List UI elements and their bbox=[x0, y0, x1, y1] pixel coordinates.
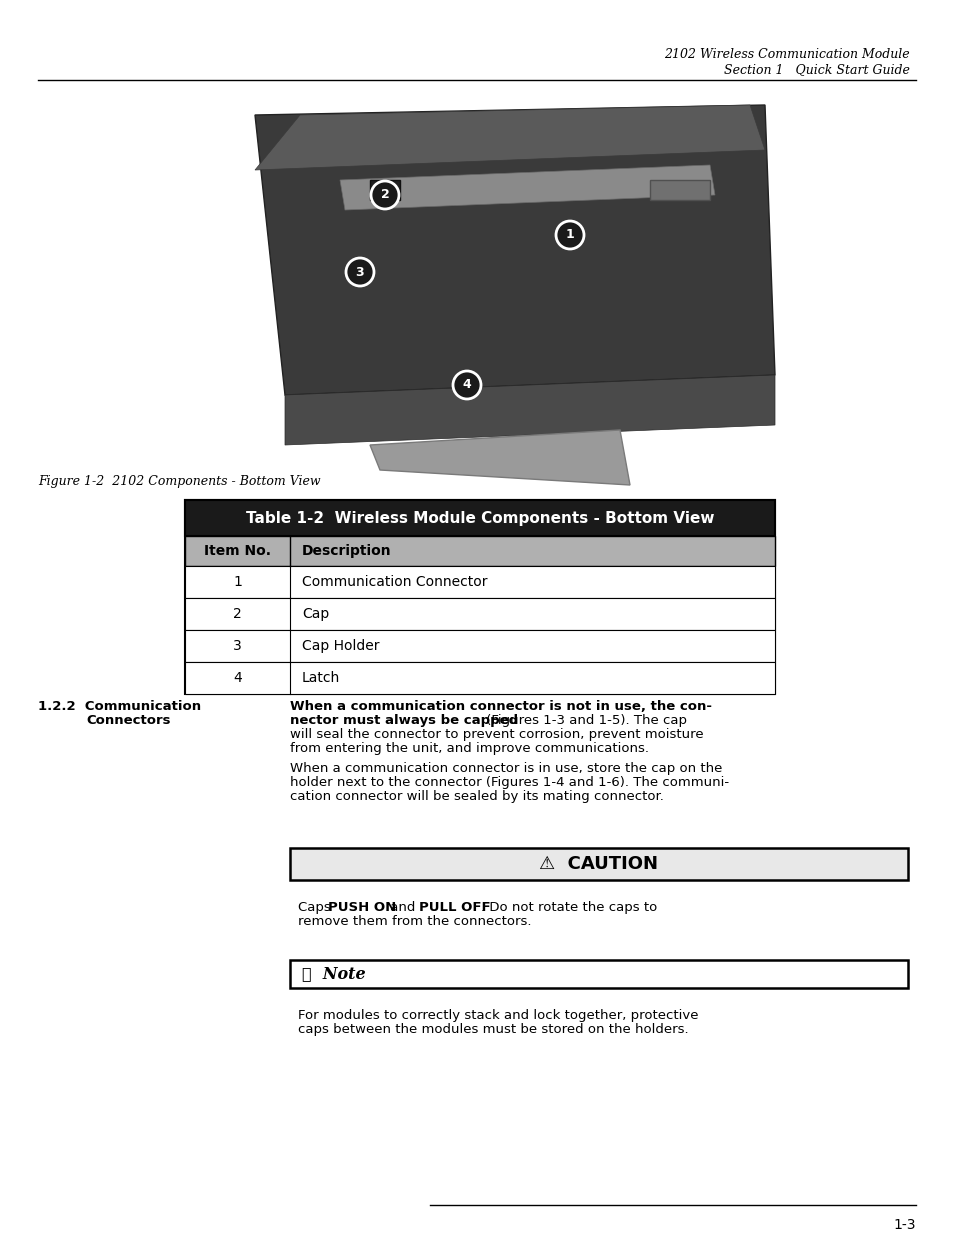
Text: Description: Description bbox=[302, 543, 392, 558]
Text: When a communication connector is not in use, the con-: When a communication connector is not in… bbox=[290, 700, 711, 713]
FancyBboxPatch shape bbox=[185, 536, 774, 566]
FancyBboxPatch shape bbox=[370, 180, 399, 200]
Polygon shape bbox=[254, 105, 774, 395]
Text: 4: 4 bbox=[462, 378, 471, 391]
Text: 2102 Wireless Communication Module: 2102 Wireless Communication Module bbox=[663, 48, 909, 61]
Text: Connectors: Connectors bbox=[86, 714, 171, 727]
Polygon shape bbox=[254, 105, 764, 170]
FancyBboxPatch shape bbox=[185, 630, 774, 662]
FancyBboxPatch shape bbox=[185, 662, 774, 694]
Text: . Do not rotate the caps to: . Do not rotate the caps to bbox=[480, 902, 657, 914]
Text: 2: 2 bbox=[233, 606, 242, 621]
Text: remove them from the connectors.: remove them from the connectors. bbox=[297, 915, 531, 927]
Text: Cap: Cap bbox=[302, 606, 329, 621]
Text: holder next to the connector (Figures 1-4 and 1-6). The communi-: holder next to the connector (Figures 1-… bbox=[290, 776, 728, 789]
Text: Figure 1-2  2102 Components - Bottom View: Figure 1-2 2102 Components - Bottom View bbox=[38, 475, 320, 488]
Text: ☑  Note: ☑ Note bbox=[302, 966, 365, 983]
Text: PULL OFF: PULL OFF bbox=[418, 902, 490, 914]
Text: Caps: Caps bbox=[297, 902, 335, 914]
Text: 2: 2 bbox=[380, 189, 389, 201]
Text: When a communication connector is in use, store the cap on the: When a communication connector is in use… bbox=[290, 762, 721, 776]
Text: 1.2.2  Communication: 1.2.2 Communication bbox=[38, 700, 201, 713]
Text: 4: 4 bbox=[233, 671, 242, 685]
Circle shape bbox=[371, 182, 398, 209]
Text: (Figures 1-3 and 1-5). The cap: (Figures 1-3 and 1-5). The cap bbox=[481, 714, 686, 727]
Text: Latch: Latch bbox=[302, 671, 340, 685]
Text: Section 1   Quick Start Guide: Section 1 Quick Start Guide bbox=[723, 63, 909, 77]
Text: 1: 1 bbox=[233, 576, 242, 589]
Text: Table 1-2  Wireless Module Components - Bottom View: Table 1-2 Wireless Module Components - B… bbox=[246, 510, 714, 526]
Text: from entering the unit, and improve communications.: from entering the unit, and improve comm… bbox=[290, 742, 648, 755]
FancyBboxPatch shape bbox=[290, 848, 907, 881]
Text: 3: 3 bbox=[355, 266, 364, 279]
Text: Item No.: Item No. bbox=[204, 543, 271, 558]
Text: and: and bbox=[386, 902, 419, 914]
Circle shape bbox=[556, 221, 583, 249]
Text: nector must always be capped: nector must always be capped bbox=[290, 714, 517, 727]
Text: caps between the modules must be stored on the holders.: caps between the modules must be stored … bbox=[297, 1023, 688, 1036]
Text: will seal the connector to prevent corrosion, prevent moisture: will seal the connector to prevent corro… bbox=[290, 727, 703, 741]
FancyBboxPatch shape bbox=[185, 500, 774, 694]
Polygon shape bbox=[370, 430, 629, 485]
Text: ⚠  CAUTION: ⚠ CAUTION bbox=[539, 855, 658, 873]
Circle shape bbox=[453, 370, 480, 399]
Text: Communication Connector: Communication Connector bbox=[302, 576, 487, 589]
Text: For modules to correctly stack and lock together, protective: For modules to correctly stack and lock … bbox=[297, 1009, 698, 1023]
FancyBboxPatch shape bbox=[649, 180, 709, 200]
Text: cation connector will be sealed by its mating connector.: cation connector will be sealed by its m… bbox=[290, 790, 663, 803]
Circle shape bbox=[346, 258, 374, 287]
FancyBboxPatch shape bbox=[290, 960, 907, 988]
FancyBboxPatch shape bbox=[185, 598, 774, 630]
Text: PUSH ON: PUSH ON bbox=[328, 902, 395, 914]
Text: Cap Holder: Cap Holder bbox=[302, 638, 379, 653]
FancyBboxPatch shape bbox=[185, 500, 774, 536]
Polygon shape bbox=[339, 165, 714, 210]
FancyBboxPatch shape bbox=[185, 566, 774, 598]
Text: 1-3: 1-3 bbox=[893, 1218, 915, 1233]
Text: 3: 3 bbox=[233, 638, 242, 653]
Text: 1: 1 bbox=[565, 228, 574, 242]
Polygon shape bbox=[285, 375, 774, 445]
